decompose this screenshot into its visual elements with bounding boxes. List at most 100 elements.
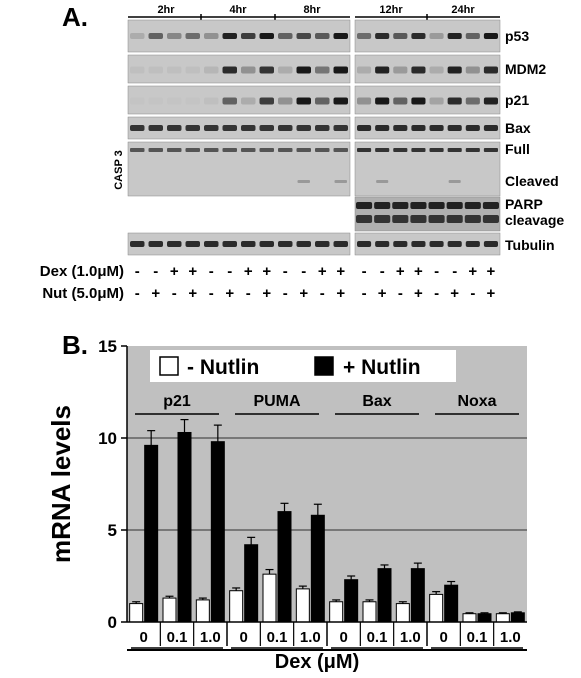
blot-bax-right	[354, 116, 501, 140]
blot-band	[148, 125, 163, 131]
bar-minus-nutlin	[429, 593, 444, 623]
treatment-sign: +	[170, 263, 179, 280]
blot-band	[204, 241, 219, 247]
x-axis-title: Dex (μM)	[275, 651, 359, 673]
legend-text-plus: + Nutlin	[343, 356, 421, 379]
x-tick-label: 0	[439, 629, 447, 646]
blot-bax-left	[127, 116, 351, 140]
panel-b-label: B.	[62, 330, 88, 360]
blot-band	[375, 125, 390, 131]
blot-band	[315, 148, 330, 152]
blot-band	[222, 148, 237, 152]
treatment-sign: +	[336, 263, 345, 280]
treatment-sign: -	[362, 263, 367, 280]
blot-band	[429, 97, 444, 105]
time-label-2hr: 2hr	[157, 4, 175, 16]
blot-band	[393, 66, 408, 74]
blot-band	[241, 148, 256, 152]
blot-band	[393, 97, 408, 105]
x-tick-label: 0.1	[467, 629, 488, 646]
treatment-sign: -	[283, 263, 288, 280]
bar-minus-nutlin	[262, 573, 277, 623]
blot-band	[429, 125, 444, 131]
blot-band	[278, 125, 293, 131]
blot-labels: p53 MDM2 p21 Bax Full Cleaved PARP cleav…	[113, 28, 564, 253]
blot-band	[392, 215, 409, 223]
blot-band	[185, 33, 200, 39]
blot-band	[333, 241, 348, 247]
band-layer	[130, 33, 499, 247]
blot-band	[393, 148, 408, 152]
blot-band	[204, 148, 219, 152]
blot-band	[222, 33, 237, 39]
chart-plot-area	[127, 346, 527, 622]
time-label-24hr: 24hr	[451, 4, 475, 16]
blot-band	[411, 33, 426, 39]
blot-band	[185, 125, 200, 131]
bar-plus-nutlin	[210, 441, 225, 623]
blot-band	[167, 66, 182, 74]
blot-band	[278, 33, 293, 39]
blot-band	[185, 97, 200, 105]
blot-band	[357, 33, 372, 39]
blot-band	[374, 215, 391, 223]
blot-label-parp: PARP	[505, 196, 543, 212]
time-label-8hr: 8hr	[303, 4, 321, 16]
blot-band	[393, 125, 408, 131]
treatment-sign: -	[380, 263, 385, 280]
blot-label-bax: Bax	[505, 120, 531, 136]
blot-band	[357, 125, 372, 131]
chart-tick-labels: 0 5 10 15 0 0.1 1.0 0 0.1 1.0 0 0.1 1.0 0 0.1 1.0	[98, 337, 521, 646]
bar-minus-nutlin	[495, 613, 510, 623]
group-label: Noxa	[457, 393, 496, 410]
treatment-sign: +	[487, 285, 496, 302]
treatment-sign: -	[452, 263, 457, 280]
treatment-sign: +	[450, 285, 459, 302]
bar-minus-nutlin	[195, 599, 210, 623]
blot-band	[448, 180, 461, 183]
time-headers: 2hr 4hr 8hr 12hr 24hr	[128, 4, 500, 20]
blot-band	[296, 241, 311, 247]
blot-band	[167, 241, 182, 247]
blot-band	[259, 148, 274, 152]
blot-label-p21: p21	[505, 92, 529, 108]
chart-group-lines: p21 PUMA Bax Noxa	[135, 393, 519, 415]
treatment-label-dex: Dex (1.0μM)	[40, 263, 124, 280]
blot-band	[357, 148, 372, 152]
bar-minus-nutlin	[395, 603, 410, 623]
blot-band	[483, 66, 498, 74]
treatment-label-nut: Nut (5.0μM)	[42, 285, 124, 302]
blot-band	[148, 66, 163, 74]
treatment-sign: -	[246, 285, 251, 302]
blot-band	[333, 125, 348, 131]
treatment-sign: +	[336, 285, 345, 302]
bar-plus-nutlin	[144, 444, 159, 623]
legend-swatch-plus	[314, 356, 334, 376]
blot-band	[185, 241, 200, 247]
y-tick-label: 0	[108, 613, 117, 632]
blot-band	[259, 66, 274, 74]
blot-band	[130, 97, 145, 105]
blot-band	[278, 97, 293, 105]
treatment-sign: -	[434, 263, 439, 280]
blot-band	[483, 97, 498, 105]
bar-plus-nutlin	[177, 431, 192, 623]
blot-band	[167, 33, 182, 39]
blot-band	[315, 66, 330, 74]
blot-band	[315, 125, 330, 131]
bar-minus-nutlin	[229, 590, 244, 623]
blot-band	[241, 125, 256, 131]
treatment-sign: -	[135, 285, 140, 302]
blot-band	[483, 33, 498, 39]
blot-band	[148, 97, 163, 105]
blot-band	[130, 241, 145, 247]
blot-label-parp-cleavage: cleavage	[505, 212, 564, 228]
bar-plus-nutlin	[310, 514, 325, 623]
blot-band	[222, 241, 237, 247]
blot-band	[464, 202, 481, 209]
x-tick-label: 0.1	[167, 629, 188, 646]
blot-band	[375, 66, 390, 74]
group-label: PUMA	[253, 393, 301, 410]
chart-bars	[129, 419, 525, 623]
